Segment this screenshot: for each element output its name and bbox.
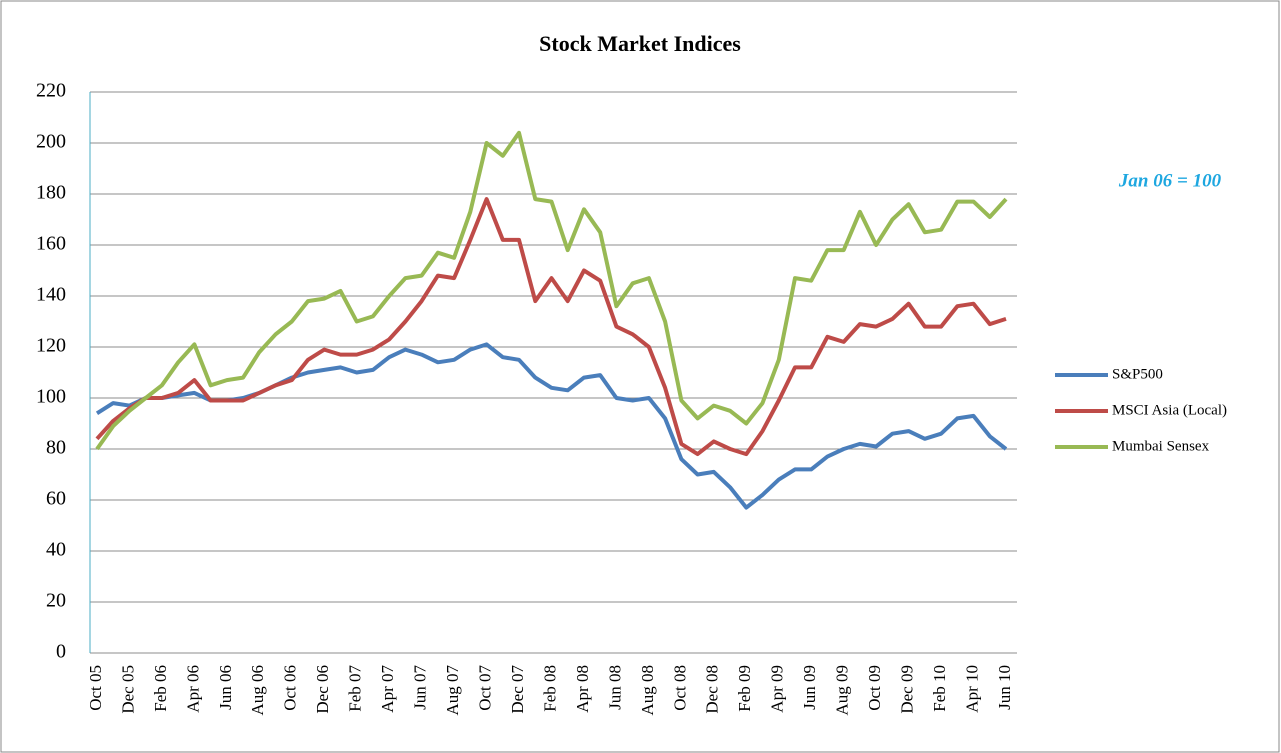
x-tick-label: Oct 08 <box>670 665 689 711</box>
x-tick-label: Aug 06 <box>248 665 267 716</box>
x-tick-label: Apr 08 <box>573 665 592 713</box>
x-tick-label: Aug 08 <box>638 665 657 716</box>
y-tick-label: 160 <box>36 233 66 255</box>
y-tick-label: 120 <box>36 335 66 357</box>
x-tick-label: Dec 05 <box>118 665 137 714</box>
x-tick-label: Jun 09 <box>800 665 819 710</box>
legend-label: S&P500 <box>1112 366 1163 382</box>
x-tick-label: Jun 06 <box>216 665 235 710</box>
series-line <box>95 130 1008 451</box>
x-tick-label: Oct 05 <box>86 665 105 711</box>
x-tick-label: Oct 07 <box>475 665 494 711</box>
x-tick-label: Apr 10 <box>962 665 981 713</box>
x-tick-label: Feb 06 <box>151 665 170 712</box>
x-tick-label: Dec 07 <box>508 665 527 714</box>
y-tick-label: 200 <box>36 131 66 153</box>
x-tick-label: Apr 06 <box>183 665 202 713</box>
x-tick-label: Oct 09 <box>865 665 884 711</box>
x-tick-label: Feb 08 <box>540 665 559 712</box>
y-tick-label: 220 <box>36 80 66 102</box>
x-tick-label: Dec 06 <box>313 665 332 714</box>
y-tick-label: 140 <box>36 284 66 306</box>
x-tick-label: Apr 09 <box>768 665 787 713</box>
legend-label: MSCI Asia (Local) <box>1112 402 1227 418</box>
legend-label: Mumbai Sensex <box>1112 438 1210 454</box>
x-tick-label: Jun 10 <box>995 665 1014 710</box>
annotation: Jan 06 = 100 <box>1118 170 1222 191</box>
series-line <box>95 197 1007 457</box>
y-tick-label: 40 <box>46 539 66 561</box>
x-tick-label: Dec 08 <box>703 665 722 714</box>
y-tick-label: 60 <box>46 488 66 510</box>
x-tick-label: Dec 09 <box>898 665 917 714</box>
x-tick-label: Jun 07 <box>411 665 430 710</box>
y-tick-label: 180 <box>36 182 66 204</box>
x-tick-label: Oct 06 <box>281 665 300 711</box>
x-tick-label: Aug 07 <box>443 665 462 716</box>
x-tick-label: Feb 10 <box>930 665 949 712</box>
y-tick-label: 100 <box>36 386 66 408</box>
y-tick-label: 20 <box>46 590 66 612</box>
y-tick-label: 80 <box>46 437 66 459</box>
x-tick-label: Jun 08 <box>605 665 624 710</box>
chart-title: Stock Market Indices <box>539 31 741 56</box>
x-tick-label: Feb 07 <box>346 665 365 712</box>
x-tick-label: Apr 07 <box>378 665 397 713</box>
x-tick-label: Feb 09 <box>735 665 754 712</box>
y-tick-label: 0 <box>56 641 66 663</box>
x-tick-label: Aug 09 <box>833 665 852 716</box>
